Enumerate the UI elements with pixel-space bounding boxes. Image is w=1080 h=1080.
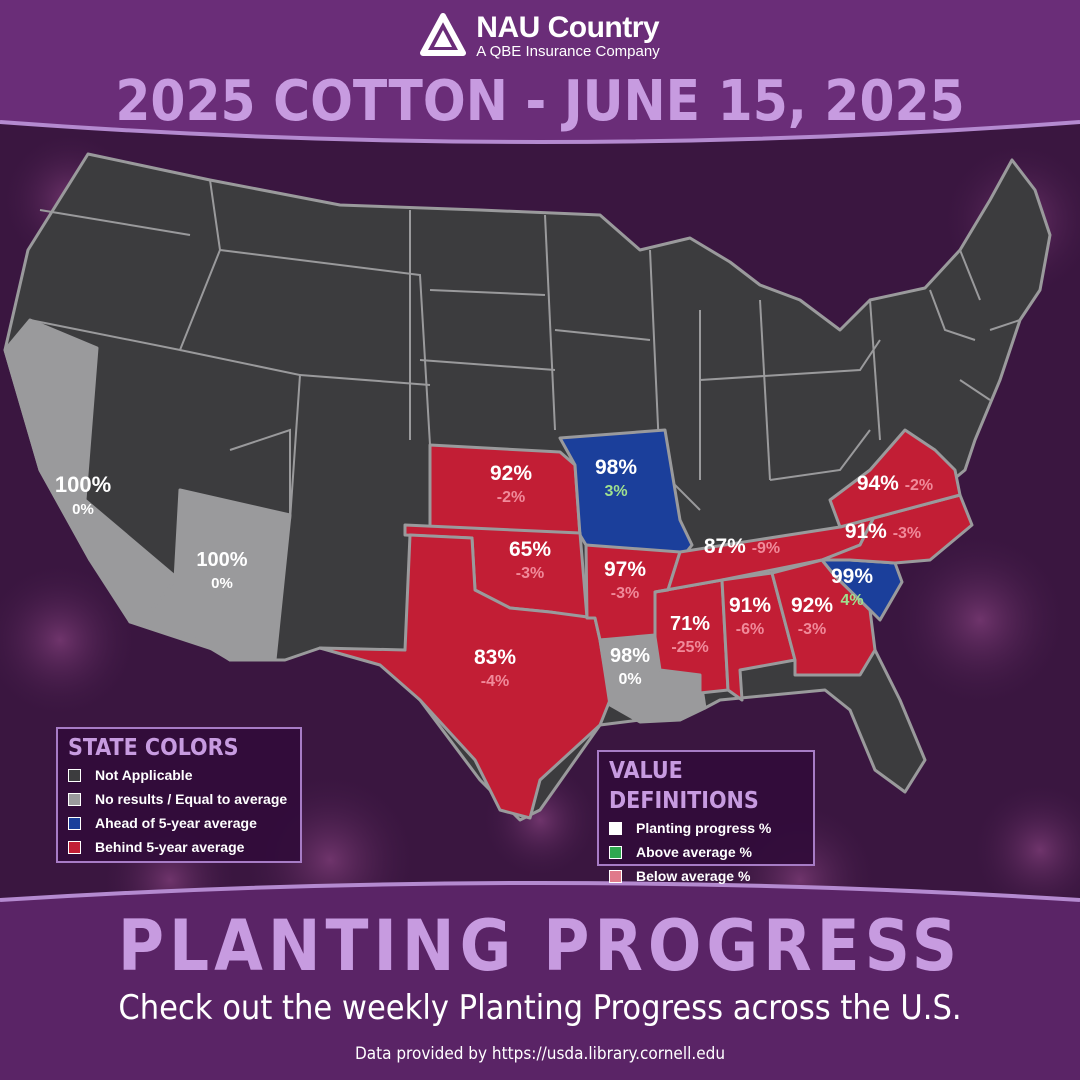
legend-label: Not Applicable xyxy=(95,767,193,783)
legend-item: Ahead of 5-year average xyxy=(68,811,290,835)
legend-item: No results / Equal to average xyxy=(68,787,290,811)
planting-progress-value: 91% xyxy=(729,594,771,617)
legend-label: Below average % xyxy=(636,868,751,884)
legend-label: Planting progress % xyxy=(636,820,772,836)
average-change-value: 3% xyxy=(604,483,627,500)
brand-subtitle: A QBE Insurance Company xyxy=(476,42,660,60)
legend-state-colors-title: STATE COLORS xyxy=(68,735,239,761)
average-change-value: -25% xyxy=(671,639,708,656)
footer-subtitle: Check out the weekly Planting Progress a… xyxy=(118,988,962,1028)
planting-progress-value: 71% xyxy=(670,613,710,635)
average-change-value: -6% xyxy=(736,621,764,638)
average-change-value: -2% xyxy=(497,489,525,506)
legend-value-definitions: VALUE DEFINITIONS Planting progress % Ab… xyxy=(597,750,815,884)
planting-progress-value: 91% xyxy=(845,520,893,543)
brand-name: NAU Country xyxy=(476,10,660,44)
average-change-value: 4% xyxy=(840,592,863,609)
planting-progress-value: 92% xyxy=(490,462,532,485)
footer-title: PLANTING PROGRESS xyxy=(117,905,963,987)
planting-progress-value: 100% xyxy=(196,549,247,571)
state-label-north-carolina: 91% -3% xyxy=(845,520,921,543)
average-change-value: 0% xyxy=(72,501,94,518)
legend-label: Behind 5-year average xyxy=(95,839,245,855)
average-change-value: -3% xyxy=(516,565,544,582)
average-change-value: -4% xyxy=(481,673,509,690)
legend-swatch xyxy=(609,869,622,883)
legend-swatch xyxy=(68,816,81,830)
state-label-tennessee: 87% -9% xyxy=(704,535,780,558)
state-label-virginia: 94% -2% xyxy=(857,472,933,495)
planting-progress-value: 99% xyxy=(831,565,873,588)
legend-label: No results / Equal to average xyxy=(95,791,288,807)
average-change-value: -2% xyxy=(905,477,933,494)
legend-swatch xyxy=(68,792,81,806)
legend-swatch xyxy=(609,821,622,835)
us-map: 100% 0% 100% 0% 92% -2% 98% 3% 65% -3% 83% -4% 97% -3… xyxy=(3,152,1052,822)
nau-country-logo-icon xyxy=(420,13,467,56)
legend-item: Above average % xyxy=(609,840,803,864)
state-texas[interactable] xyxy=(318,533,612,820)
planting-progress-value: 98% xyxy=(610,645,650,667)
planting-progress-value: 92% xyxy=(791,594,833,617)
average-change-value: -3% xyxy=(893,525,921,542)
state-virginia[interactable] xyxy=(828,428,962,529)
state-north-carolina[interactable] xyxy=(820,493,974,565)
legend-value-definitions-title: VALUE DEFINITIONS xyxy=(609,758,759,814)
average-change-value: -3% xyxy=(798,621,826,638)
average-change-value: 0% xyxy=(211,575,233,592)
brand-header: NAU Country A QBE Insurance Company xyxy=(0,8,1080,64)
average-change-value: -3% xyxy=(611,585,639,602)
legend-state-colors: STATE COLORS Not Applicable No results /… xyxy=(56,727,302,863)
legend-item: Not Applicable xyxy=(68,763,290,787)
planting-progress-value: 100% xyxy=(55,472,111,497)
legend-swatch xyxy=(609,845,622,859)
legend-label: Ahead of 5-year average xyxy=(95,815,257,831)
data-source[interactable]: Data provided by https://usda.library.co… xyxy=(354,1044,726,1064)
planting-progress-value: 94% xyxy=(857,472,905,495)
state-california[interactable] xyxy=(3,318,217,652)
average-change-value: -9% xyxy=(752,540,780,557)
legend-swatch xyxy=(68,768,81,782)
average-change-value: 0% xyxy=(618,671,641,688)
legend-item: Below average % xyxy=(609,864,803,888)
planting-progress-value: 87% xyxy=(704,535,752,558)
planting-progress-value: 65% xyxy=(509,538,551,561)
planting-progress-value: 97% xyxy=(604,558,646,581)
legend-swatch xyxy=(68,840,81,854)
legend-item: Planting progress % xyxy=(609,816,803,840)
state-borders xyxy=(29,179,1021,561)
page-title: 2025 COTTON - JUNE 15, 2025 xyxy=(115,69,965,134)
legend-item: Behind 5-year average xyxy=(68,835,290,859)
planting-progress-value: 83% xyxy=(474,646,516,669)
state-arizona[interactable] xyxy=(148,488,292,662)
legend-label: Above average % xyxy=(636,844,752,860)
planting-progress-value: 98% xyxy=(595,456,637,479)
